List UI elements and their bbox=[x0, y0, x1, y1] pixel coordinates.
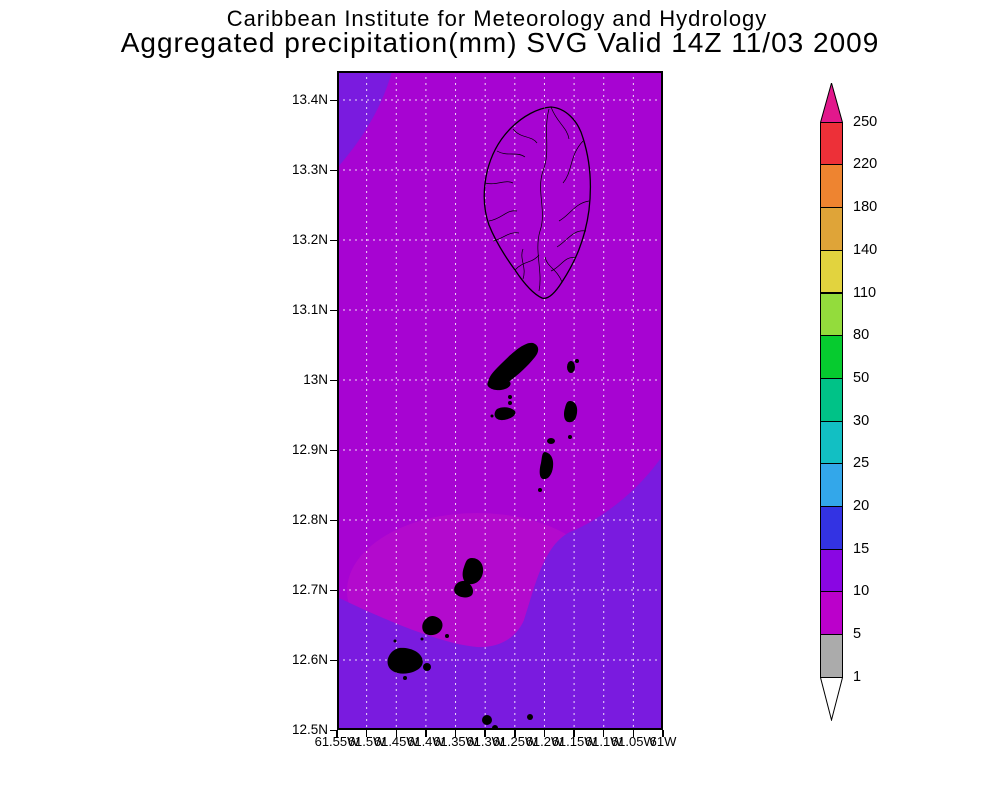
colorbar-level-label: 15 bbox=[853, 540, 870, 557]
lon-tick-mark bbox=[484, 730, 486, 737]
lat-tick-mark bbox=[330, 99, 337, 101]
lat-tick-mark bbox=[330, 379, 337, 381]
lat-tick-mark bbox=[330, 659, 337, 661]
lat-tick-mark bbox=[330, 169, 337, 171]
colorbar-bottom-arrow bbox=[820, 676, 843, 721]
lat-tick-label: 13N bbox=[303, 372, 328, 387]
figure-title: Caribbean Institute for Meteorology and … bbox=[226, 6, 768, 31]
colorbar-segment bbox=[820, 591, 843, 636]
island-mayreau bbox=[462, 558, 484, 585]
island-watershed-lines bbox=[484, 106, 590, 292]
colorbar-level-label: 25 bbox=[853, 455, 870, 472]
lon-tick-mark bbox=[365, 730, 368, 737]
lon-tick-label: 61.4W bbox=[407, 734, 445, 749]
lat-tick-label: 13.3N bbox=[291, 162, 328, 177]
lat-tick-mark bbox=[330, 589, 337, 591]
colorbar-segment bbox=[820, 335, 843, 379]
lat-tick-mark bbox=[330, 519, 337, 521]
colorbar-level-label: 30 bbox=[853, 412, 870, 429]
lat-tick-label: 12.6N bbox=[291, 652, 328, 667]
island-battowia bbox=[567, 361, 575, 373]
lon-tick-label: 61.5W bbox=[347, 734, 386, 749]
map-border bbox=[337, 71, 663, 730]
lon-tick-label: 61.3W bbox=[466, 734, 504, 749]
lat-tick-mark bbox=[330, 729, 337, 731]
lon-tick-mark bbox=[632, 730, 635, 737]
colorbar: 250 220 180 140 110 80 50 30 25 20 15 10 5 1 bbox=[820, 83, 930, 763]
colorbar-level-label: 10 bbox=[853, 583, 870, 600]
lon-tick-label: 61.45W bbox=[373, 734, 419, 749]
colorbar-level-label: 20 bbox=[853, 498, 870, 514]
colorbar-segment bbox=[820, 634, 843, 678]
precip-region-northwest bbox=[337, 71, 392, 168]
colorbar-segment bbox=[820, 292, 843, 337]
colorbar-level-label: 1 bbox=[853, 668, 862, 685]
lon-tick-mark bbox=[662, 730, 664, 737]
lon-tick-label: 61W bbox=[649, 734, 677, 749]
lat-tick-mark bbox=[330, 449, 337, 451]
island-mustique bbox=[564, 401, 578, 423]
lon-tick-label: 61.2W bbox=[525, 734, 564, 749]
lon-tick-label: 61.55W bbox=[314, 734, 360, 749]
lon-tick-mark bbox=[514, 730, 516, 737]
colorbar-segment bbox=[820, 377, 843, 422]
lon-tick-label: 61.35W bbox=[433, 734, 478, 749]
lon-tick-label: 61.1W bbox=[584, 734, 623, 749]
colorbar-segment bbox=[820, 420, 843, 465]
precipitation-map bbox=[336, 71, 664, 731]
colorbar-level-label: 50 bbox=[853, 369, 870, 386]
colorbar-segment bbox=[820, 121, 843, 166]
lat-tick-label: 12.5N bbox=[291, 722, 328, 737]
colorbar-segment bbox=[820, 207, 843, 251]
island-bequia bbox=[488, 342, 539, 389]
lat-tick-label: 12.8N bbox=[291, 512, 328, 527]
island-bequia-west bbox=[487, 378, 511, 391]
lon-tick-mark bbox=[573, 730, 575, 737]
colorbar-level-label: 220 bbox=[853, 156, 878, 173]
lon-tick-mark bbox=[425, 730, 427, 737]
island-palm bbox=[422, 616, 443, 636]
island-canouan bbox=[539, 452, 554, 480]
island-petit-nevis bbox=[494, 407, 516, 421]
colorbar-top-arrow bbox=[820, 83, 843, 123]
colorbar-level-label: 80 bbox=[853, 327, 870, 344]
lat-tick-label: 12.7N bbox=[291, 582, 328, 597]
colorbar-segment bbox=[820, 548, 843, 593]
lat-tick-mark bbox=[330, 239, 337, 241]
lon-tick-mark bbox=[336, 730, 338, 737]
colorbar-level-label: 5 bbox=[853, 626, 862, 643]
island-carriacou bbox=[387, 647, 423, 674]
lat-tick-label: 13.4N bbox=[291, 92, 328, 107]
colorbar-level-label: 140 bbox=[853, 241, 878, 258]
lat-tick-label: 12.9N bbox=[291, 442, 328, 457]
islands-grenadines bbox=[387, 342, 579, 731]
island-union bbox=[454, 580, 474, 598]
lat-tick-label: 13.2N bbox=[291, 232, 328, 247]
colorbar-level-label: 250 bbox=[853, 113, 878, 130]
island-savan bbox=[547, 438, 555, 444]
lon-tick-label: 61.25W bbox=[492, 734, 538, 749]
lon-tick-label: 61.05W bbox=[610, 734, 656, 749]
lon-tick-mark bbox=[602, 730, 605, 737]
lon-tick-mark bbox=[395, 730, 398, 737]
lat-tick-label: 13.1N bbox=[291, 302, 328, 317]
island-st-vincent bbox=[483, 106, 591, 299]
figure-subtitle: Aggregated precipitation(mm) SVG Valid 1… bbox=[120, 27, 880, 58]
colorbar-segment bbox=[820, 506, 843, 550]
colorbar-segment bbox=[820, 463, 843, 507]
colorbar-segment bbox=[820, 249, 843, 294]
colorbar-level-label: 110 bbox=[853, 284, 877, 301]
lat-tick-mark bbox=[330, 309, 337, 311]
map-plot bbox=[336, 71, 664, 731]
lon-tick-mark bbox=[454, 730, 457, 737]
colorbar-segment bbox=[820, 164, 843, 209]
lon-tick-mark bbox=[543, 730, 546, 737]
colorbar-level-label: 180 bbox=[853, 199, 878, 216]
lon-tick-label: 61.15W bbox=[551, 734, 597, 749]
